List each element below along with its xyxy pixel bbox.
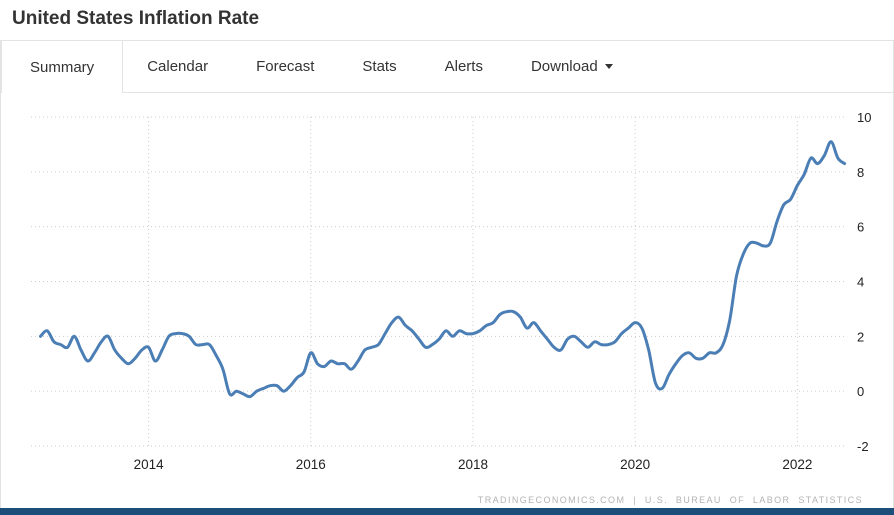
- tab-calendar-label: Calendar: [147, 58, 209, 75]
- svg-text:2020: 2020: [620, 457, 650, 472]
- footer-accent-bar: [0, 508, 894, 515]
- page-header: United States Inflation Rate: [0, 0, 894, 40]
- chart-panel: 10 8 6 4 2 0 -2 2014 2016 2018 2020 2022 TRADINGECO…: [1, 93, 893, 508]
- chevron-down-icon: [604, 64, 613, 69]
- svg-text:2016: 2016: [296, 457, 326, 472]
- svg-text:4: 4: [857, 275, 864, 290]
- tab-download-label: Download: [530, 58, 598, 75]
- tab-forecast-label: Forecast: [256, 58, 315, 75]
- svg-text:2: 2: [857, 329, 864, 344]
- svg-text:2022: 2022: [782, 457, 812, 472]
- svg-text:0: 0: [857, 384, 864, 399]
- page-title: United States Inflation Rate: [12, 8, 260, 29]
- tab-calendar[interactable]: Calendar: [123, 41, 232, 92]
- svg-text:8: 8: [857, 165, 864, 180]
- chart-widget: Summary Calendar Forecast Stats Alerts D…: [0, 40, 894, 508]
- tab-stats-label: Stats: [362, 58, 397, 75]
- svg-text:2014: 2014: [134, 457, 165, 472]
- tab-download[interactable]: Download: [507, 41, 637, 92]
- svg-text:2018: 2018: [458, 457, 488, 472]
- tab-stats[interactable]: Stats: [338, 41, 420, 92]
- tab-bar: Summary Calendar Forecast Stats Alerts D…: [1, 41, 893, 93]
- svg-text:6: 6: [857, 220, 864, 235]
- inflation-line-chart: 10 8 6 4 2 0 -2 2014 2016 2018 2020 2022: [31, 110, 871, 472]
- tab-forecast[interactable]: Forecast: [232, 41, 338, 92]
- chart-attribution: TRADINGECONOMICS.COM | U.S. BUREAU OF LA…: [477, 495, 863, 505]
- tab-summary-label: Summary: [30, 58, 95, 76]
- tab-summary[interactable]: Summary: [1, 41, 124, 93]
- svg-text:10: 10: [857, 110, 871, 125]
- svg-text:-2: -2: [857, 439, 869, 454]
- tab-alerts-label: Alerts: [444, 58, 483, 75]
- tab-alerts[interactable]: Alerts: [421, 41, 507, 92]
